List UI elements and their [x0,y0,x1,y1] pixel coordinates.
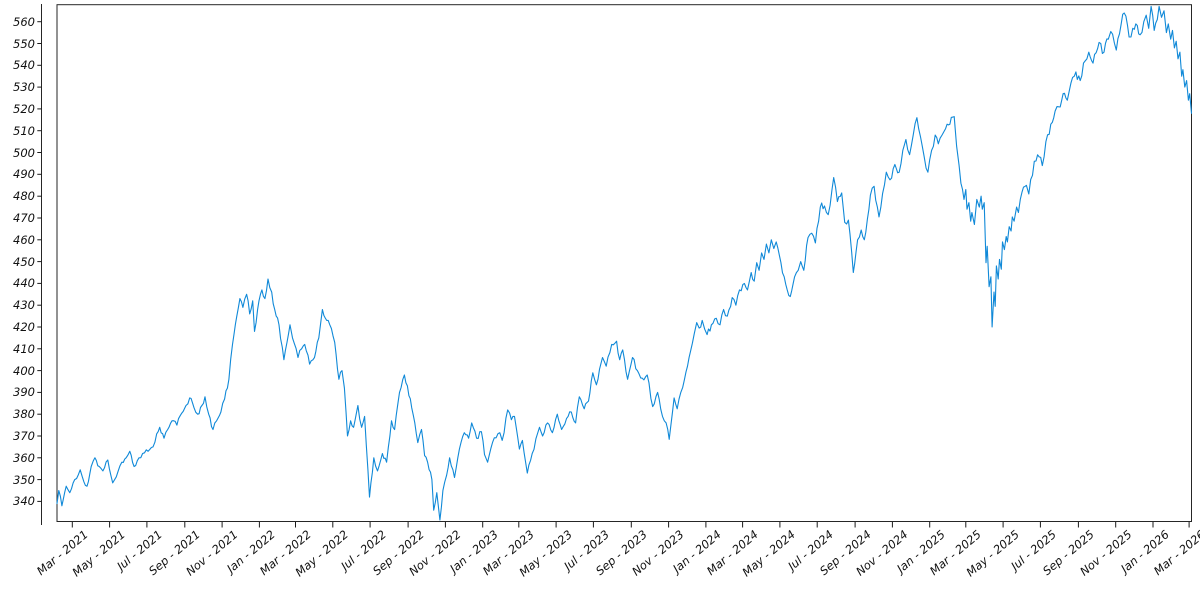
y-tick-label: 450 [13,254,35,269]
y-tick-label: 510 [13,123,35,138]
x-axis-ticks [71,521,1190,528]
plot-frame [56,4,1192,522]
y-tick-label: 380 [13,407,35,422]
y-tick-label: 350 [13,472,35,487]
y-tick-label: 520 [13,101,35,116]
y-tick-label: 540 [13,58,35,73]
y-tick-label: 430 [13,298,35,313]
y-tick-label: 500 [13,145,35,160]
y-tick-label: 410 [13,341,35,356]
y-tick-label: 490 [13,167,35,182]
y-tick-label: 530 [13,80,35,95]
y-tick-label: 550 [13,36,35,51]
y-axis-ticks [37,21,42,502]
y-tick-label: 560 [13,14,35,29]
y-tick-label: 470 [13,211,35,225]
y-tick-label: 420 [13,320,35,334]
y-tick-label: 400 [13,363,35,378]
y-tick-label: 340 [13,494,35,509]
y-tick-label: 440 [13,276,35,291]
y-tick-label: 390 [13,385,35,400]
y-tick-label: 480 [13,189,35,204]
price-line [56,5,1193,521]
y-tick-label: 370 [13,429,35,443]
y-tick-label: 360 [13,450,35,465]
y-tick-label: 460 [13,232,35,247]
